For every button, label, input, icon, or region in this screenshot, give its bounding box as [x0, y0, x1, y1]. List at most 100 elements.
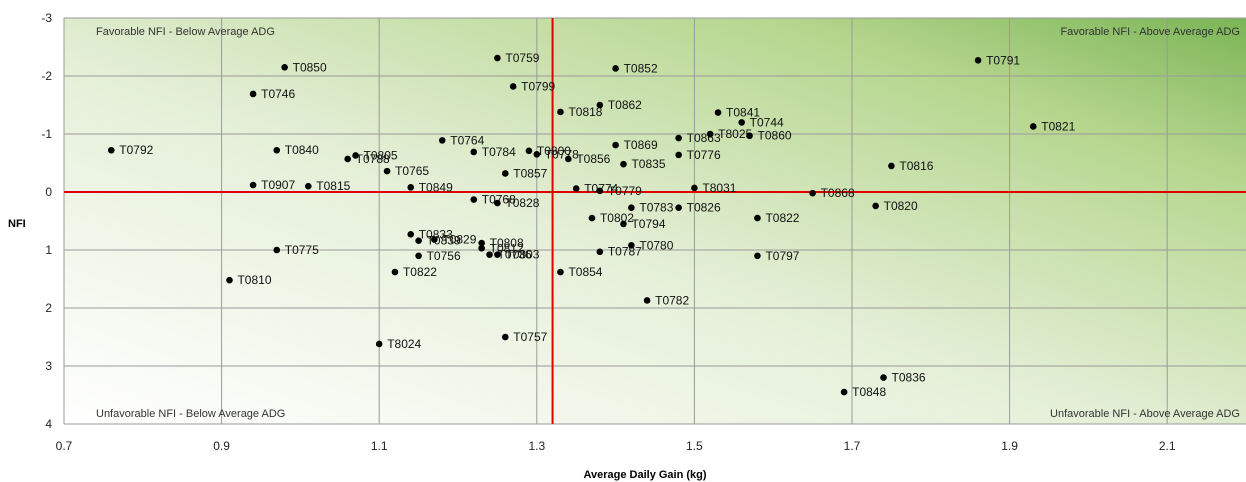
- y-tick-label: -3: [41, 11, 52, 25]
- x-tick-label: 0.9: [213, 439, 230, 453]
- point-label: T0822: [765, 211, 799, 225]
- data-point: [494, 251, 501, 258]
- plot-area-background: [64, 18, 1246, 424]
- data-point: [494, 54, 501, 62]
- data-point: [438, 137, 446, 144]
- point-label: T0791: [986, 53, 1020, 67]
- data-point: [375, 340, 383, 348]
- point-label: T0815: [316, 179, 350, 193]
- point-label: T0820: [884, 199, 918, 213]
- data-point: [249, 90, 257, 98]
- point-label: T0746: [261, 87, 295, 101]
- point-label: T0862: [608, 98, 642, 112]
- gridlines: [63, 17, 1246, 425]
- point-label: T0765: [395, 164, 429, 178]
- point-label: T0828: [505, 196, 539, 210]
- y-tick-label: 1: [45, 243, 52, 257]
- data-point: [596, 187, 604, 195]
- point-label: T0869: [624, 138, 658, 152]
- data-point: [533, 151, 541, 158]
- data-point: [107, 146, 115, 154]
- point-label: T0822: [403, 265, 437, 279]
- data-point: [226, 276, 233, 284]
- data-point: [281, 64, 288, 71]
- data-point: [714, 109, 722, 116]
- point-label: T8025: [718, 127, 752, 141]
- point-label: T0848: [852, 385, 886, 399]
- x-tick-label: 1.9: [1001, 439, 1018, 453]
- data-point: [612, 65, 619, 72]
- point-label: T0840: [285, 143, 319, 157]
- point-label: T0778: [545, 147, 579, 161]
- point-label: T0863: [687, 131, 721, 145]
- point-label: T0792: [119, 143, 153, 157]
- point-label: T0833: [419, 227, 453, 241]
- data-point: [872, 202, 879, 210]
- x-tick-label: 1.1: [371, 439, 388, 453]
- data-point: [557, 108, 564, 116]
- point-label: T0841: [726, 106, 760, 120]
- data-point: [620, 160, 627, 168]
- point-label: T0857: [513, 166, 547, 180]
- point-label: T0779: [608, 184, 642, 198]
- data-point: [675, 134, 682, 142]
- point-label: T0849: [419, 180, 453, 194]
- point-label: T0800: [537, 144, 571, 158]
- x-tick-label: 0.7: [56, 439, 73, 453]
- data-point: [509, 83, 517, 90]
- point-label: T0826: [687, 201, 721, 215]
- data-point: [809, 189, 816, 197]
- data-point: [391, 268, 399, 276]
- data-point: [754, 252, 761, 260]
- point-label: T0860: [758, 129, 792, 143]
- axis-ticks: 0.7 0.9 1.1 1.3 1.5 1.7 1.9 2.1 -3 -2 -1 0 1 2 3 4: [41, 11, 1176, 453]
- point-label: T0768: [482, 193, 516, 207]
- data-point: [273, 146, 281, 154]
- point-label: T0787: [608, 245, 642, 259]
- data-point: [557, 268, 564, 276]
- data-point: [738, 119, 745, 126]
- data-point: [486, 251, 493, 258]
- data-point: [415, 237, 422, 245]
- data-point: [470, 148, 478, 156]
- data-point: [596, 101, 604, 109]
- point-label: T8031: [702, 181, 736, 195]
- data-point: [880, 374, 887, 381]
- point-label: T0852: [624, 61, 658, 75]
- y-tick-label: 3: [45, 359, 52, 373]
- data-point: [612, 141, 619, 149]
- y-tick-label: -1: [41, 127, 52, 141]
- point-label: T0854: [568, 265, 602, 279]
- data-point: [431, 236, 438, 243]
- x-tick-label: 1.7: [844, 439, 861, 453]
- quadrant-label-top-left: Favorable NFI - Below Average ADG: [96, 26, 275, 38]
- point-label: T0805: [364, 148, 398, 162]
- data-point: [746, 132, 753, 140]
- quadrant-label-bottom-left: Unfavorable NFI - Below Average ADG: [96, 408, 285, 420]
- point-label: T0836: [892, 371, 926, 385]
- data-point: [407, 184, 415, 191]
- data-point: [706, 130, 714, 138]
- point-label: T0780: [639, 238, 673, 252]
- data-point: [754, 214, 761, 222]
- point-label: T0802: [600, 211, 634, 225]
- data-point: [478, 239, 485, 247]
- data-point: [1029, 123, 1037, 130]
- y-tick-label: 4: [45, 417, 52, 431]
- data-point: [470, 196, 478, 203]
- point-label: T0744: [750, 115, 784, 129]
- y-axis-title: NFI: [8, 218, 26, 230]
- x-tick-label: 1.5: [686, 439, 703, 453]
- point-label: T0818: [568, 105, 602, 119]
- data-point: [620, 220, 627, 228]
- data-point: [352, 152, 359, 159]
- data-point: [691, 184, 698, 192]
- point-label: T0794: [631, 217, 665, 231]
- quadrant-labels: Favorable NFI - Below Average ADG Favora…: [96, 26, 1240, 420]
- data-point: [840, 388, 848, 396]
- data-point: [525, 147, 533, 155]
- y-tick-label: 2: [45, 301, 52, 315]
- y-tick-label: 0: [45, 185, 52, 199]
- point-label: T0816: [899, 159, 933, 173]
